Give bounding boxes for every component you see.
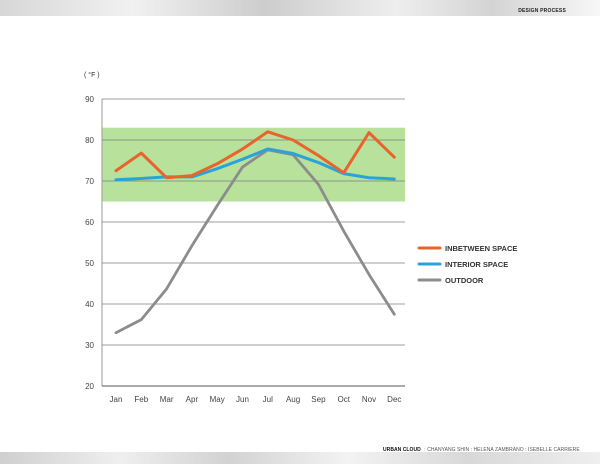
x-tick-label: Oct — [337, 395, 350, 404]
x-tick-label: Dec — [387, 395, 401, 404]
section-label: DESIGN PROCESS — [518, 8, 566, 14]
top-background-band — [0, 0, 600, 16]
y-tick-label: 70 — [85, 177, 94, 186]
y-tick-label: 30 — [85, 341, 94, 350]
x-tick-label: Jun — [236, 395, 249, 404]
legend-label: INBETWEEN SPACE — [445, 244, 517, 253]
x-tick-label: Mar — [160, 395, 174, 404]
y-tick-label: 90 — [85, 95, 94, 104]
x-tick-label: Aug — [286, 395, 300, 404]
x-tick-label: Apr — [186, 395, 199, 404]
x-tick-label: Jul — [263, 395, 273, 404]
x-tick-label: Sep — [311, 395, 326, 404]
x-tick-label: May — [210, 395, 225, 404]
comfort-zone-band — [102, 127, 405, 202]
series-line-interior-space — [114, 147, 396, 182]
y-tick-label: 50 — [85, 259, 94, 268]
author-list: CHANYANG SHIN : HELENA ZAMBRANO : ISEBEL… — [427, 447, 580, 453]
y-tick-label: 80 — [85, 136, 94, 145]
series-line-inbetween-space — [114, 130, 396, 180]
project-name: URBAN CLOUD — [383, 447, 421, 453]
x-tick-label: Nov — [362, 395, 376, 404]
bottom-background-band — [0, 452, 600, 464]
footer-credit: URBAN CLOUD: CHANYANG SHIN : HELENA ZAMBR… — [383, 447, 580, 453]
series-line-outdoor — [114, 148, 396, 335]
footer-separator: : — [423, 447, 426, 453]
y-tick-label: 20 — [85, 382, 94, 391]
y-tick-label: 60 — [85, 218, 94, 227]
legend-label: OUTDOOR — [445, 276, 484, 285]
y-axis-unit-label: ( °F ) — [84, 72, 100, 79]
x-tick-label: Jan — [110, 395, 123, 404]
legend-label: INTERIOR SPACE — [445, 260, 508, 269]
x-tick-label: Feb — [134, 395, 148, 404]
y-tick-label: 40 — [85, 300, 94, 309]
